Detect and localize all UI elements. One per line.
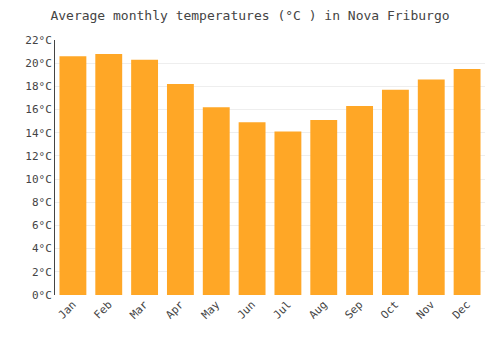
svg-text:Jun: Jun (235, 298, 258, 321)
svg-text:Average monthly temperatures (: Average monthly temperatures (°C ) in No… (50, 8, 449, 23)
svg-text:Feb: Feb (92, 298, 115, 321)
svg-text:22°C: 22°C (25, 34, 52, 47)
svg-text:Sep: Sep (342, 298, 365, 321)
svg-text:Jul: Jul (271, 298, 294, 321)
svg-text:Apr: Apr (163, 298, 187, 322)
svg-text:12°C: 12°C (25, 150, 52, 163)
svg-text:Nov: Nov (414, 298, 438, 322)
svg-text:14°C: 14°C (25, 127, 52, 140)
svg-text:May: May (199, 298, 223, 322)
svg-text:Mar: Mar (127, 298, 151, 322)
svg-text:16°C: 16°C (25, 103, 52, 116)
svg-text:Oct: Oct (378, 298, 401, 321)
svg-text:Jan: Jan (56, 298, 79, 321)
svg-text:4°C: 4°C (32, 242, 52, 255)
svg-text:0°C: 0°C (32, 289, 52, 302)
svg-text:2°C: 2°C (32, 266, 52, 279)
svg-text:Aug: Aug (307, 298, 330, 321)
svg-text:8°C: 8°C (32, 196, 52, 209)
svg-text:Dec: Dec (450, 298, 473, 321)
svg-text:20°C: 20°C (25, 57, 52, 70)
svg-text:10°C: 10°C (25, 173, 52, 186)
svg-text:6°C: 6°C (32, 219, 52, 232)
svg-text:18°C: 18°C (25, 80, 52, 93)
